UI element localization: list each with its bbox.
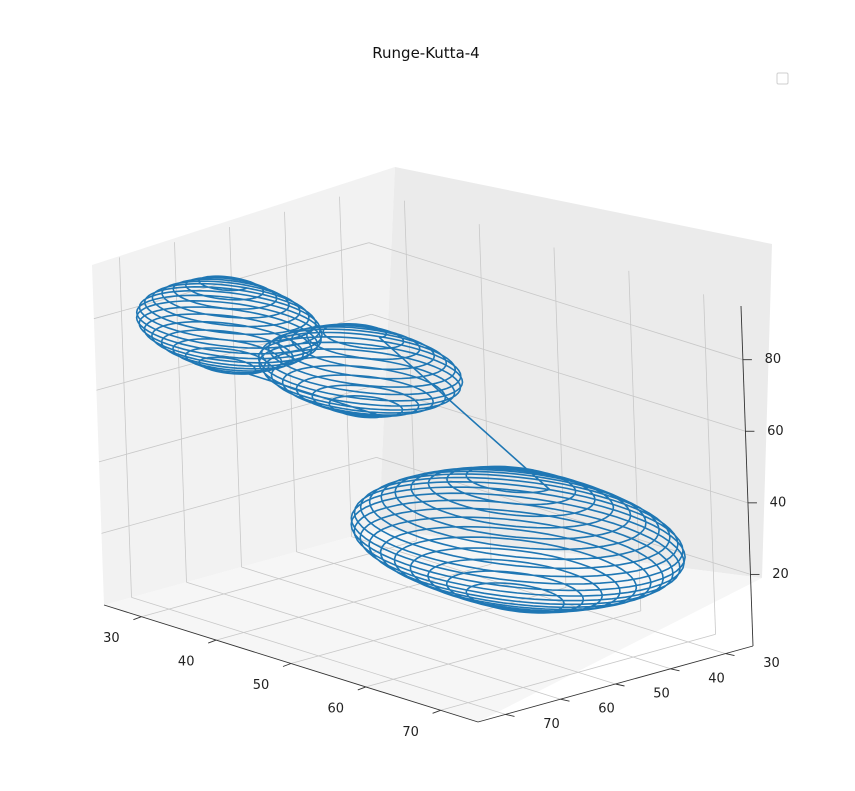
pane-left <box>92 167 395 605</box>
grid-line-x <box>478 224 492 565</box>
grid-line-y <box>186 581 561 700</box>
x-axis-ticks: 30 40 50 60 70 <box>103 616 441 740</box>
grid-line-y <box>131 597 506 715</box>
grid-line-z <box>376 457 751 575</box>
x-tick-mark <box>357 686 366 691</box>
z-tick-label: 40 <box>770 495 787 510</box>
y-tick-mark <box>505 713 515 717</box>
x-tick-label: 30 <box>103 631 120 646</box>
x-tick-mark <box>133 616 142 621</box>
pane-floor <box>104 529 762 722</box>
grid-line-z <box>371 313 746 432</box>
grid-line-x <box>628 270 642 611</box>
grid-line-z <box>101 457 377 534</box>
y-tick-label: 70 <box>543 717 560 732</box>
y-axis-ticks: 30 40 50 60 70 <box>505 653 780 732</box>
z-tick-label: 20 <box>772 567 789 582</box>
grid-line-y <box>119 257 132 598</box>
y-tick-label: 60 <box>598 702 615 717</box>
y-tick-mark <box>670 668 680 672</box>
x-tick-mark <box>282 663 292 667</box>
x-tick-label: 70 <box>402 725 419 740</box>
grid-line-y <box>296 551 671 670</box>
series-line-trajectory <box>135 275 686 614</box>
z-tick-label: 80 <box>765 352 782 367</box>
y-tick-mark <box>725 653 735 657</box>
pane-right <box>379 167 772 578</box>
grid-line-y <box>339 196 352 537</box>
z-axis-ticks: 20 40 60 80 <box>742 352 789 582</box>
z-axis-line <box>740 305 754 647</box>
x-tick-mark <box>208 639 217 644</box>
x-tick-label: 50 <box>253 678 270 693</box>
grid-line-y <box>174 242 187 583</box>
grid-line-z <box>368 242 744 361</box>
grid-line-x <box>703 294 716 635</box>
grid-line-x <box>553 247 567 588</box>
y-tick-mark <box>615 683 625 687</box>
z-tick-label: 60 <box>767 424 784 439</box>
x-tick-label: 60 <box>328 701 345 716</box>
y-tick-label: 40 <box>708 671 725 686</box>
legend-box <box>776 72 789 85</box>
y-tick-label: 50 <box>653 687 670 702</box>
y-tick-label: 30 <box>763 656 780 671</box>
chart-title: Runge-Kutta-4 <box>372 44 479 62</box>
grid-line-y <box>241 566 616 685</box>
y-tick-mark <box>560 698 570 702</box>
x-tick-mark <box>432 709 441 714</box>
x-tick-label: 40 <box>178 655 195 670</box>
